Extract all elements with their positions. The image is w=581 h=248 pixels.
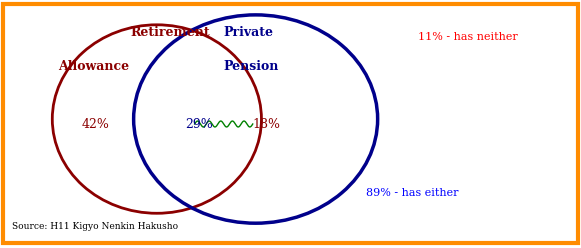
Text: Retirement: Retirement bbox=[131, 26, 210, 39]
Text: Pension: Pension bbox=[224, 61, 279, 73]
Text: 42%: 42% bbox=[82, 118, 110, 130]
Text: Allowance: Allowance bbox=[58, 61, 129, 73]
Text: 89% - has either: 89% - has either bbox=[366, 188, 458, 198]
Text: Private: Private bbox=[224, 26, 274, 39]
Text: 18%: 18% bbox=[253, 118, 281, 130]
Text: 11% - has neither: 11% - has neither bbox=[418, 32, 518, 42]
Text: Source: H11 Kigyo Nenkin Hakusho: Source: H11 Kigyo Nenkin Hakusho bbox=[12, 222, 178, 231]
Text: 29%: 29% bbox=[185, 118, 213, 130]
